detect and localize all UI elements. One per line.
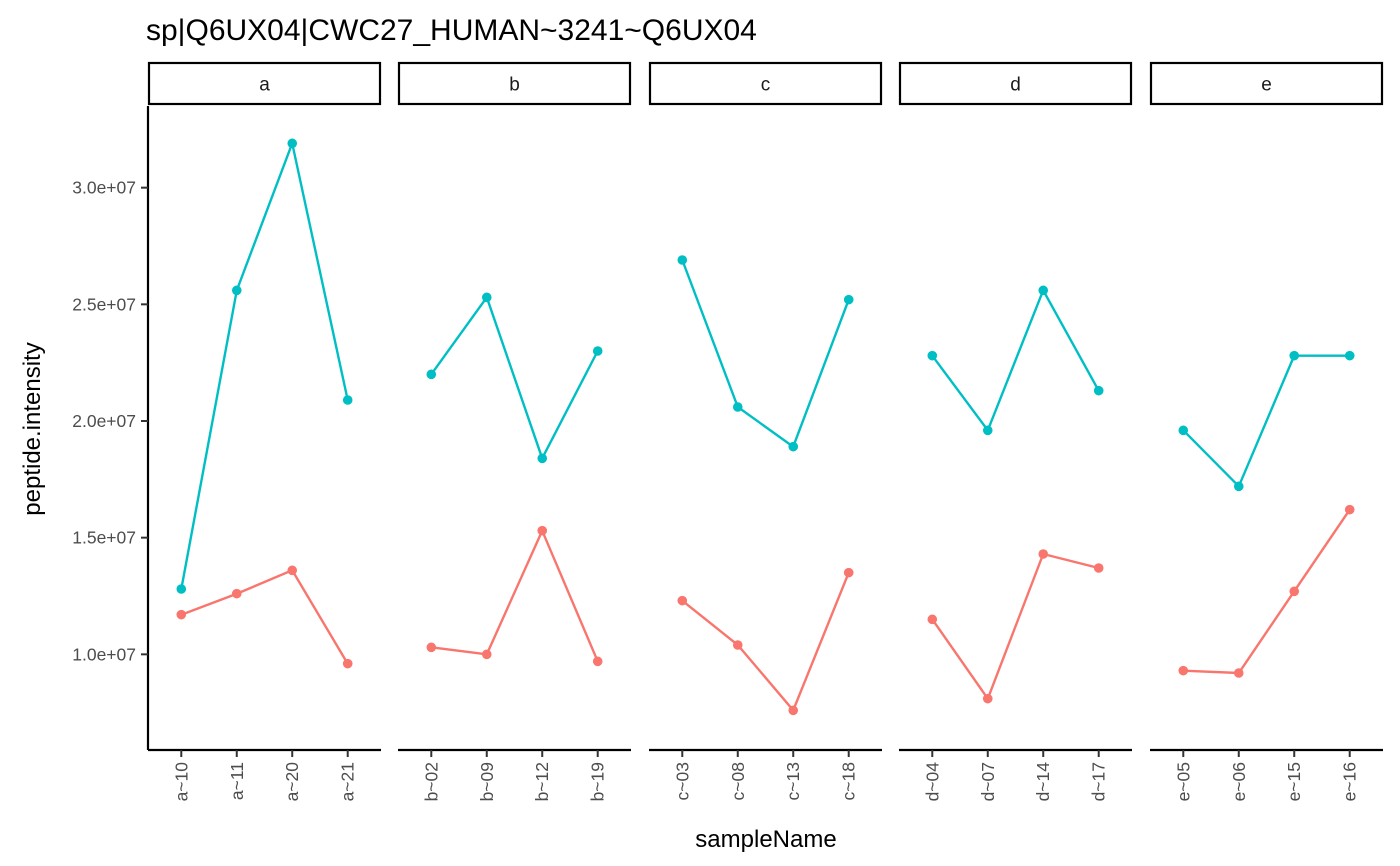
data-point <box>231 588 242 599</box>
x-tick-label: a~21 <box>338 762 358 801</box>
facet-strip-label: d <box>1010 75 1021 96</box>
x-tick-label: e~05 <box>1173 762 1193 801</box>
data-point <box>982 425 993 436</box>
series-line-0 <box>180 139 349 590</box>
y-tick-label: 1.5e+07 <box>72 528 136 548</box>
data-point <box>1233 668 1244 678</box>
series-line-1 <box>180 568 349 665</box>
series-line-1 <box>1183 509 1351 675</box>
data-point <box>592 656 603 667</box>
facet-strip-label: b <box>509 75 520 96</box>
data-point <box>927 614 938 625</box>
data-point <box>788 441 799 452</box>
x-tick-label: a~20 <box>282 762 302 802</box>
y-tick-label: 3.0e+07 <box>72 178 136 198</box>
data-point <box>843 567 854 578</box>
x-tick-label: a~10 <box>171 762 191 802</box>
data-point <box>287 565 298 576</box>
x-tick-label: d~14 <box>1033 762 1053 802</box>
facet-strip-label: e <box>1261 75 1272 96</box>
series-line-1 <box>681 572 850 713</box>
y-tick-label: 2.0e+07 <box>72 411 136 431</box>
facet-strip <box>898 61 1133 106</box>
facet-strip <box>648 61 883 106</box>
data-point <box>176 609 187 620</box>
facet-panel-a: a a~10 a~11 a~20 a~21 <box>147 61 382 802</box>
data-point <box>1038 549 1049 559</box>
facet-panel-c: c c~03 c~08 c~13 c~18 <box>648 61 883 800</box>
data-point <box>537 525 548 536</box>
y-axis: 1.0e+07 1.5e+07 2.0e+07 2.5e+07 3.0e+07 <box>72 106 150 750</box>
x-tick-label: b~12 <box>532 762 552 801</box>
data-point <box>1038 285 1049 296</box>
series-line-0 <box>1182 354 1350 489</box>
facet-strip <box>397 61 632 106</box>
facet-strip-label: a <box>259 75 270 96</box>
facet-panel-d: d d~04 d~07 d~14 d~17 <box>898 61 1133 802</box>
facet-strip <box>147 61 382 106</box>
data-point <box>1178 665 1189 676</box>
data-point <box>788 705 799 716</box>
data-point <box>287 138 298 149</box>
x-tick-label: c~13 <box>783 762 803 800</box>
series-line-1 <box>931 552 1099 702</box>
series-line-0 <box>681 259 850 449</box>
data-point <box>1344 350 1355 361</box>
facet-strip-label: c <box>761 75 771 96</box>
chart-title: sp|Q6UX04|CWC27_HUMAN~3241~Q6UX04 <box>146 14 757 47</box>
data-point <box>1093 385 1104 396</box>
data-point <box>732 640 743 650</box>
data-point <box>481 649 492 660</box>
x-tick-label: b~19 <box>588 762 608 801</box>
data-point <box>342 658 353 669</box>
x-tick-label: e~06 <box>1229 762 1249 801</box>
x-tick-label: c~03 <box>672 762 692 800</box>
data-point <box>927 350 938 361</box>
x-tick-label: d~04 <box>922 762 942 802</box>
data-point <box>677 255 688 265</box>
x-tick-label: d~17 <box>1089 762 1109 801</box>
data-point <box>342 395 353 405</box>
data-point <box>1289 350 1300 361</box>
facet-panel-b: b b~02 b~09 b~12 b~19 <box>397 61 632 801</box>
facet-panel-e: e e~05 e~06 e~15 e~16 <box>1149 61 1384 801</box>
x-tick-label: b~02 <box>421 762 441 801</box>
x-tick-label: c~08 <box>728 762 748 800</box>
data-point <box>1178 425 1189 436</box>
x-tick-label: a~11 <box>227 762 247 800</box>
data-point <box>592 346 603 356</box>
data-point <box>426 642 437 653</box>
data-point <box>1233 481 1244 492</box>
data-point <box>537 453 548 464</box>
x-tick-label: e~15 <box>1284 762 1304 801</box>
data-point <box>176 584 187 594</box>
data-point <box>231 285 242 296</box>
facet-strip <box>1149 61 1384 106</box>
data-point <box>677 595 688 606</box>
series-line-1 <box>431 527 599 662</box>
data-point <box>982 693 993 704</box>
x-tick-label: d~07 <box>978 762 998 801</box>
series-line-0 <box>430 294 599 462</box>
x-axis-title: sampleName <box>695 826 836 853</box>
data-point <box>732 402 743 412</box>
data-point <box>481 292 492 303</box>
series-line-0 <box>931 287 1100 433</box>
y-tick-label: 1.0e+07 <box>72 644 136 664</box>
y-tick-label: 2.5e+07 <box>72 294 136 314</box>
data-point <box>1289 586 1300 597</box>
x-tick-label: b~09 <box>477 762 497 801</box>
data-point <box>426 369 437 380</box>
data-point <box>1093 563 1104 573</box>
data-point <box>843 294 854 305</box>
x-tick-label: e~16 <box>1340 762 1360 801</box>
x-tick-label: c~18 <box>839 762 859 800</box>
y-axis-title: peptide.intensity <box>19 342 46 515</box>
data-point <box>1344 504 1355 515</box>
